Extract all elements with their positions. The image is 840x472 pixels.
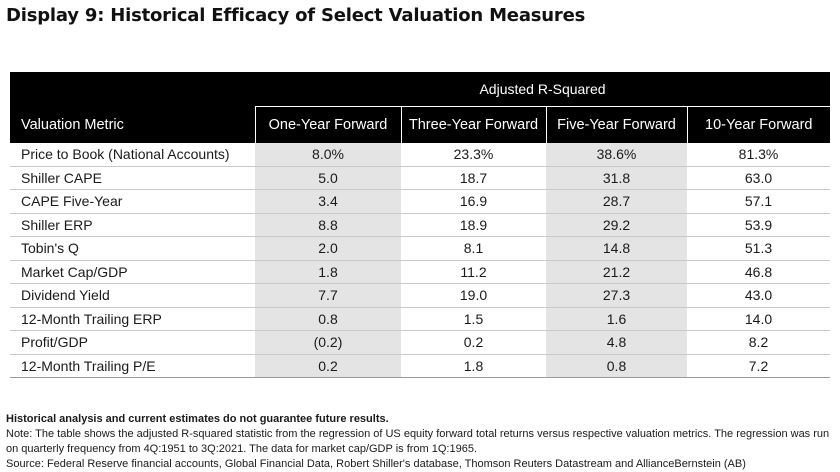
source-text: Source: Federal Reserve financial accoun… [6, 458, 746, 470]
table-row: Tobin's Q 2.0 8.1 14.8 51.3 [10, 236, 831, 261]
table-row: Price to Book (National Accounts) 8.0% 23.… [10, 143, 831, 167]
table-row: Shiller ERP 8.8 18.9 29.2 53.9 [10, 213, 831, 237]
row-metric-label: 12-Month Trailing P/E [10, 354, 255, 378]
row-value-cell: 81.3% [687, 143, 831, 167]
row-value-cell: 7.7 [255, 283, 401, 308]
column-header-three-year: Three-Year Forward [400, 106, 546, 143]
row-metric-label: Market Cap/GDP [10, 260, 255, 284]
column-header-five-year: Five-Year Forward [545, 106, 687, 143]
row-value-cell: 4.8 [546, 330, 687, 355]
column-header-ten-year: 10-Year Forward [686, 106, 831, 143]
row-value-cell: 38.6% [546, 143, 687, 167]
row-value-cell: 27.3 [546, 283, 687, 308]
row-value-cell: 14.0 [687, 307, 831, 331]
row-value-cell: 8.2 [687, 330, 831, 355]
row-value-cell: 5.0 [255, 166, 401, 190]
row-value-cell: 51.3 [687, 236, 831, 261]
row-metric-label: Dividend Yield [10, 283, 255, 308]
row-value-cell: 7.2 [687, 354, 831, 378]
disclaimer: Historical analysis and current estimate… [6, 413, 389, 425]
row-value-cell: 11.2 [401, 260, 546, 284]
row-value-cell: 21.2 [546, 260, 687, 284]
table-row: 12-Month Trailing ERP 0.8 1.5 1.6 14.0 [10, 307, 831, 331]
row-metric-label: Tobin's Q [10, 236, 255, 261]
row-value-cell: 0.8 [546, 354, 687, 378]
row-value-cell: 1.8 [401, 354, 546, 378]
row-value-cell: 46.8 [687, 260, 831, 284]
table-row: Profit/GDP (0.2) 0.2 4.8 8.2 [10, 330, 831, 355]
row-value-cell: 28.7 [546, 189, 687, 214]
row-value-cell: 8.0% [255, 143, 401, 167]
row-metric-label: CAPE Five-Year [10, 189, 255, 214]
column-header-one-year: One-Year Forward [254, 106, 401, 143]
row-value-cell: 63.0 [687, 166, 831, 190]
row-value-cell: 3.4 [255, 189, 401, 214]
row-metric-label: Shiller CAPE [10, 166, 255, 190]
row-value-cell: 18.9 [401, 213, 546, 237]
row-value-cell: 18.7 [401, 166, 546, 190]
table-row: Shiller CAPE 5.0 18.7 31.8 63.0 [10, 166, 831, 190]
row-value-cell: 8.1 [401, 236, 546, 261]
row-metric-label: Price to Book (National Accounts) [10, 143, 255, 167]
note-text: Note: The table shows the adjusted R-squ… [6, 428, 830, 455]
row-value-cell: 14.8 [546, 236, 687, 261]
page-title: Display 9: Historical Efficacy of Select… [6, 5, 586, 26]
table-row: CAPE Five-Year 3.4 16.9 28.7 57.1 [10, 189, 831, 214]
table-row: Dividend Yield 7.7 19.0 27.3 43.0 [10, 283, 831, 308]
row-value-cell: 2.0 [255, 236, 401, 261]
row-value-cell: 1.8 [255, 260, 401, 284]
row-value-cell: 0.2 [401, 330, 546, 355]
row-value-cell: 31.8 [546, 166, 687, 190]
row-value-cell: 57.1 [687, 189, 831, 214]
row-value-cell: 0.8 [255, 307, 401, 331]
footer: Historical analysis and current estimate… [6, 412, 836, 472]
row-value-cell: 1.5 [401, 307, 546, 331]
table-body: Price to Book (National Accounts) 8.0% 23.… [10, 143, 831, 378]
row-value-cell: 43.0 [687, 283, 831, 308]
row-value-cell: 29.2 [546, 213, 687, 237]
table-row: Market Cap/GDP 1.8 11.2 21.2 46.8 [10, 260, 831, 284]
row-metric-label: Profit/GDP [10, 330, 255, 355]
valuation-table: Adjusted R-Squared Valuation Metric One-… [10, 72, 831, 378]
row-value-cell: 23.3% [401, 143, 546, 167]
table-row: 12-Month Trailing P/E 0.2 1.8 0.8 7.2 [10, 354, 831, 378]
row-value-cell: (0.2) [255, 330, 401, 355]
row-value-cell: 1.6 [546, 307, 687, 331]
row-value-cell: 0.2 [255, 354, 401, 378]
group-header: Adjusted R-Squared [255, 72, 831, 107]
header-spacer [10, 72, 255, 107]
row-value-cell: 8.8 [255, 213, 401, 237]
metric-column-header: Valuation Metric [10, 106, 255, 143]
row-value-cell: 53.9 [687, 213, 831, 237]
row-value-cell: 16.9 [401, 189, 546, 214]
row-metric-label: 12-Month Trailing ERP [10, 307, 255, 331]
row-value-cell: 19.0 [401, 283, 546, 308]
row-metric-label: Shiller ERP [10, 213, 255, 237]
